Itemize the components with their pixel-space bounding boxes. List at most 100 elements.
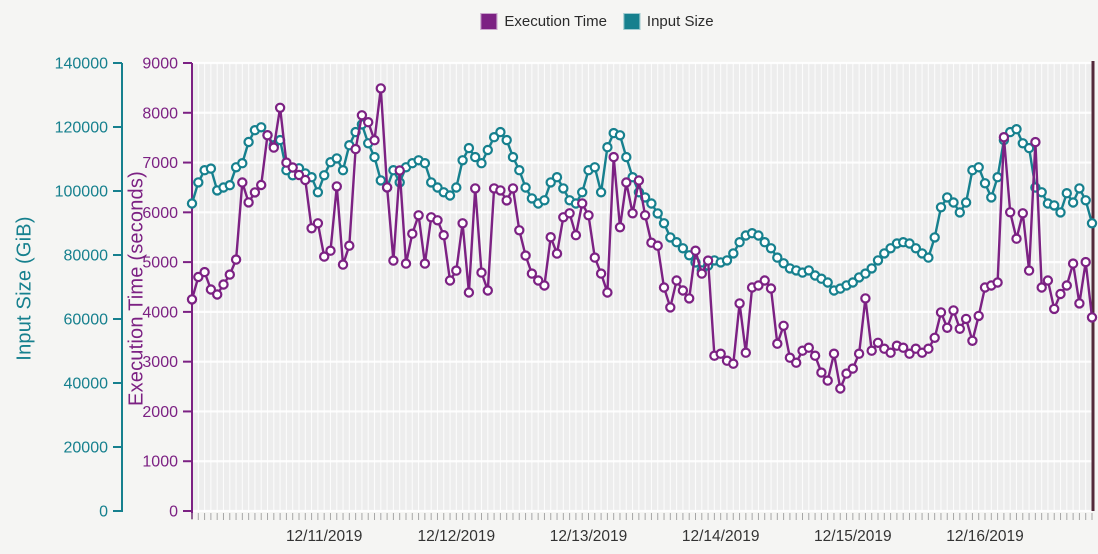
data-point-marker (772, 338, 783, 349)
data-point-marker (734, 298, 745, 309)
data-point-marker (186, 294, 198, 305)
data-point-marker (1017, 208, 1029, 219)
data-point-marker (658, 282, 670, 293)
data-point-marker (721, 255, 733, 266)
data-point-marker (457, 218, 468, 229)
data-point-marker (954, 323, 966, 334)
data-point-marker (973, 162, 984, 173)
legend-item-execution-time: Execution Time (480, 13, 607, 30)
data-point-marker (1074, 298, 1085, 309)
data-point-marker (476, 267, 487, 278)
x-axis-ticks (191, 513, 1093, 520)
data-point-marker (910, 243, 922, 254)
data-point-marker (1055, 207, 1066, 218)
x-tick-label-date: 12/13/2019 (550, 528, 628, 545)
data-point-marker (539, 280, 550, 291)
data-point-marker (262, 129, 273, 141)
y-tick-label-execution-time: 8000 (142, 105, 178, 122)
data-point-marker (230, 254, 242, 265)
data-point-marker (677, 285, 689, 296)
data-point-marker (753, 230, 764, 241)
y-tick-label-execution-time: 1000 (142, 454, 178, 471)
data-point-marker (728, 248, 739, 259)
data-point-marker (665, 302, 676, 313)
y-tick-label-execution-time: 2000 (142, 404, 178, 421)
data-point-marker (482, 144, 493, 156)
data-point-marker (866, 263, 877, 274)
data-point-marker (224, 269, 235, 280)
data-point-marker (898, 342, 909, 353)
data-point-marker (444, 275, 456, 286)
data-point-marker (847, 363, 859, 374)
data-point-marker (224, 179, 235, 191)
data-point-marker (847, 277, 859, 288)
data-point-marker (243, 136, 254, 148)
data-point-marker (929, 232, 940, 243)
data-point-marker (363, 116, 374, 128)
y-tick-label-input-size: 20000 (64, 440, 109, 457)
data-point-marker (520, 250, 531, 261)
data-point-marker (444, 190, 456, 201)
data-point-marker (400, 258, 412, 269)
data-point-marker (1074, 183, 1085, 194)
data-point-marker (237, 177, 248, 188)
data-point-marker (482, 285, 493, 296)
data-point-marker (199, 266, 210, 278)
data-point-marker (803, 265, 815, 276)
data-point-marker (268, 142, 279, 153)
y-tick-label-execution-time: 3000 (142, 354, 178, 371)
data-point-marker (256, 179, 267, 191)
data-point-marker (1061, 280, 1073, 291)
data-point-marker (1030, 136, 1041, 148)
data-point-marker (237, 157, 248, 169)
data-point-marker (923, 343, 934, 354)
data-point-marker (948, 197, 959, 208)
data-point-marker (413, 210, 424, 221)
data-point-marker (1086, 218, 1098, 229)
data-point-marker (507, 151, 519, 163)
data-point-marker (992, 277, 1003, 288)
data-point-marker (375, 83, 386, 94)
data-point-marker (872, 337, 884, 348)
data-point-marker (495, 126, 506, 138)
data-point-marker (942, 192, 953, 203)
data-point-marker (457, 155, 468, 166)
data-point-marker (671, 275, 682, 286)
legend-label-execution-time: Execution Time (504, 13, 607, 30)
data-point-marker (577, 187, 588, 198)
data-point-marker (545, 177, 556, 188)
data-point-marker (407, 228, 418, 239)
data-point-marker (942, 322, 953, 333)
x-axis-labels: 12/11/2019 12/12/2019 12/13/2019 12/14/2019… (286, 528, 1024, 545)
data-point-marker (1080, 256, 1091, 268)
x-tick-label-date: 12/12/2019 (418, 528, 496, 545)
data-point-marker (734, 236, 745, 248)
y-tick-label-input-size: 0 (99, 504, 108, 521)
data-point-marker (715, 348, 726, 359)
y-tick-label-execution-time: 7000 (142, 155, 178, 172)
data-point-marker (765, 243, 777, 254)
data-point-marker (186, 198, 198, 209)
data-point-marker (570, 229, 582, 241)
data-point-marker (929, 332, 940, 343)
y-axis-input-size: 0 20000 40000 60000 80000 100000 120000 140000 (55, 56, 123, 521)
legend: Execution Time Input Size (480, 13, 714, 30)
data-point-marker (677, 243, 689, 254)
y-tick-label-input-size: 60000 (64, 312, 109, 329)
data-point-marker (1048, 200, 1060, 211)
data-point-marker (879, 248, 890, 259)
data-point-marker (337, 259, 349, 270)
data-point-marker (658, 218, 670, 229)
data-point-marker (514, 225, 525, 236)
x-tick-label-date: 12/11/2019 (286, 528, 362, 545)
data-point-marker (778, 258, 789, 269)
data-point-marker (866, 345, 877, 356)
data-point-marker (740, 347, 752, 358)
data-point-marker (835, 383, 846, 394)
data-point-marker (595, 187, 607, 198)
data-point-marker (728, 358, 739, 369)
data-point-marker (595, 268, 607, 279)
y-tick-label-execution-time: 5000 (142, 255, 178, 272)
data-point-marker (1036, 282, 1047, 293)
